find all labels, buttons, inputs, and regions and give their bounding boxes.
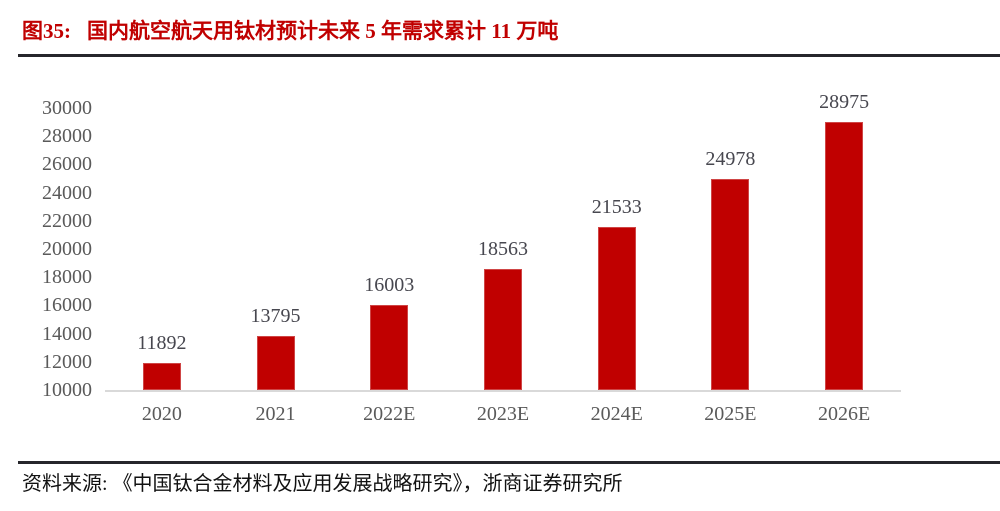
figure-number-label: 图35: [22,19,71,43]
x-axis-category-label: 2023E [476,403,530,425]
source-prefix: 资料来源: [22,473,108,495]
y-axis-tick-label: 24000 [42,181,92,204]
y-axis-tick-label: 20000 [42,238,92,260]
bar [142,363,181,390]
y-axis-tick-label: 12000 [42,350,92,373]
x-axis-category-label: 2021 [255,403,296,425]
bar [256,336,295,390]
y-axis-tick-label: 26000 [42,153,92,176]
bar-value-label: 11892 [137,332,187,355]
x-axis-category-label: 2022E [363,403,416,425]
bar [711,178,750,390]
y-axis-tick-label: 16000 [42,294,92,317]
source-text: 《中国钛合金材料及应用发展战略研究》，浙商证券研究所 [112,473,623,495]
x-axis-line [105,390,901,392]
y-axis-tick-label: 30000 [42,97,92,119]
bar [370,305,409,390]
y-axis-tick-label: 28000 [42,125,92,148]
x-axis-category-label: 2025E [704,403,757,425]
figure-title-text: 国内航空航天用钛材预计未来 5 年需求累计 11 万吨 [87,19,559,43]
bar-value-label: 18563 [477,238,528,261]
y-axis-tick-label: 14000 [42,322,92,345]
bar [597,227,636,390]
y-axis-tick-label: 22000 [42,209,92,232]
bar [484,269,522,390]
bar-value-label: 28975 [819,91,870,114]
bar-value-label: 21533 [591,196,642,219]
figure-title: 图35: 国内航空航天用钛材预计未来 5 年需求累计 11 万吨 [22,18,558,45]
bar-value-label: 16003 [364,274,415,297]
y-axis-tick-label: 18000 [42,266,92,289]
y-axis-tick-label: 10000 [42,379,92,401]
bar [825,122,864,390]
top-divider-line [18,54,1000,57]
bar-chart: 10000 12000 14000 16000 18000 20000 22000 24000… [42,91,901,425]
x-axis-category-label: 2024E [590,403,643,425]
bar-value-label: 24978 [705,147,756,170]
source-note: 资料来源: 《中国钛合金材料及应用发展战略研究》，浙商证券研究所 [22,472,623,496]
bar-value-label: 13795 [250,305,301,328]
x-axis-category-label: 2020 [141,403,182,425]
bottom-divider-line [18,461,1000,464]
x-axis-category-label: 2026E [818,403,871,425]
